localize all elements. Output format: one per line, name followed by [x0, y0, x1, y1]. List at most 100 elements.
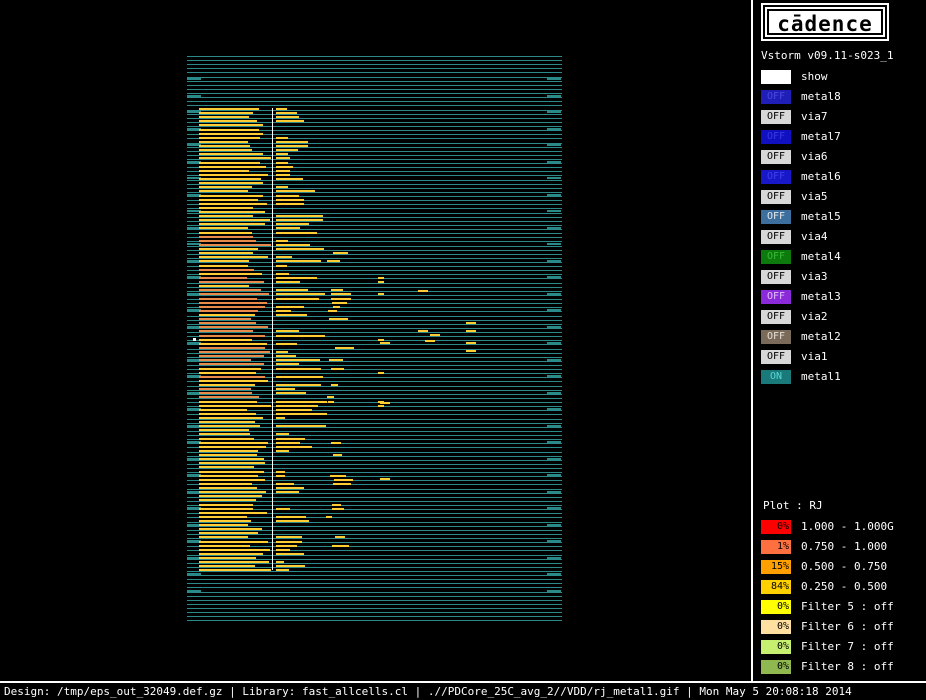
rail-line: [187, 587, 562, 588]
cell-bar: [199, 302, 267, 304]
cell-bar: [333, 306, 340, 308]
status-bar: Design: /tmp/eps_out_32049.def.gz | Libr…: [0, 681, 926, 700]
layer-chip[interactable]: OFF: [761, 290, 791, 304]
rail-line: [187, 493, 562, 494]
cell-bar: [276, 223, 309, 225]
plot-label: Plot : RJ: [763, 499, 823, 512]
layer-chip[interactable]: OFF: [761, 150, 791, 164]
rail-line: [187, 394, 562, 395]
layer-chip[interactable]: OFF: [761, 270, 791, 284]
cell-bar: [199, 504, 253, 506]
cell-bar: [199, 429, 249, 431]
cell-bar: [327, 396, 334, 398]
rail-stub: [547, 194, 561, 196]
rail-stub: [547, 392, 561, 394]
legend-range: 1.000 - 1.000G: [801, 520, 894, 533]
cell-bar: [329, 359, 343, 361]
rail-stub: [187, 375, 201, 377]
rail-stub: [187, 260, 201, 262]
rail-line: [187, 307, 562, 308]
cell-bar: [276, 310, 291, 312]
rail-line: [187, 583, 562, 584]
layer-chip[interactable]: OFF: [761, 330, 791, 344]
layer-chip[interactable]: OFF: [761, 350, 791, 364]
cell-bar: [199, 129, 259, 131]
rail-line: [187, 608, 562, 609]
cell-bar: [199, 541, 268, 543]
cell-bar: [199, 330, 253, 332]
layer-chip[interactable]: OFF: [761, 170, 791, 184]
rail-line: [187, 423, 562, 424]
rail-line: [187, 155, 562, 156]
rail-line: [187, 373, 562, 374]
layer-chip[interactable]: OFF: [761, 230, 791, 244]
cell-bar: [276, 281, 300, 283]
cell-bar: [335, 347, 354, 349]
cell-bar: [199, 433, 250, 435]
layer-chip[interactable]: OFF: [761, 130, 791, 144]
rail-line: [187, 118, 562, 119]
cell-bar: [276, 120, 304, 122]
cell-bar: [276, 442, 300, 444]
layer-chip[interactable]: OFF: [761, 110, 791, 124]
rail-stub: [547, 177, 561, 179]
layer-chip[interactable]: ON: [761, 370, 791, 384]
cell-bar: [199, 442, 268, 444]
rail-line: [187, 258, 562, 259]
cell-bar: [276, 112, 297, 114]
layer-chip[interactable]: [761, 70, 791, 84]
cell-bar: [276, 446, 312, 448]
layer-chip[interactable]: OFF: [761, 250, 791, 264]
legend-range: Filter 8 : off: [801, 660, 894, 673]
cell-bar: [199, 298, 257, 300]
rail-line: [187, 283, 562, 284]
rail-line: [187, 143, 562, 144]
cell-bar: [199, 557, 256, 559]
cell-bar: [327, 260, 340, 262]
cell-bar: [378, 339, 384, 341]
rail-line: [187, 270, 562, 271]
layer-chip[interactable]: OFF: [761, 90, 791, 104]
rail-stub: [547, 78, 561, 80]
rail-line: [187, 472, 562, 473]
rail-stub: [187, 590, 201, 592]
rail-line: [187, 509, 562, 510]
rail-line: [187, 196, 562, 197]
cell-bar: [199, 219, 270, 221]
rail-line: [187, 328, 562, 329]
cell-bar: [199, 384, 255, 386]
rail-line: [187, 250, 562, 251]
cell-bar: [199, 524, 248, 526]
rail-stub: [187, 408, 201, 410]
layer-chip[interactable]: OFF: [761, 190, 791, 204]
cell-bar: [199, 532, 258, 534]
layer-chip[interactable]: OFF: [761, 210, 791, 224]
cell-bar: [199, 256, 268, 258]
cell-bar: [199, 207, 253, 209]
rail-line: [187, 571, 562, 572]
layout-canvas[interactable]: [0, 0, 750, 681]
cell-bar: [276, 162, 288, 164]
cell-bar: [276, 195, 299, 197]
rail-line: [187, 612, 562, 613]
cell-bar: [332, 545, 349, 547]
cell-bar: [199, 553, 263, 555]
cell-bar: [199, 520, 251, 522]
cell-bar: [199, 182, 263, 184]
rail-line: [187, 85, 562, 86]
rail-line: [187, 151, 562, 152]
layer-chip[interactable]: OFF: [761, 310, 791, 324]
rail-line: [187, 237, 562, 238]
cell-bar: [276, 351, 288, 353]
cell-bar: [276, 145, 308, 147]
rail-line: [187, 381, 562, 382]
cell-bar: [378, 281, 384, 283]
cell-bar: [276, 166, 293, 168]
cell-bar: [199, 293, 269, 295]
rail-line: [187, 406, 562, 407]
rail-stub: [547, 144, 561, 146]
rail-stub: [187, 326, 201, 328]
cell-bar: [199, 491, 266, 493]
rail-line: [187, 101, 562, 102]
rail-line: [187, 208, 562, 209]
